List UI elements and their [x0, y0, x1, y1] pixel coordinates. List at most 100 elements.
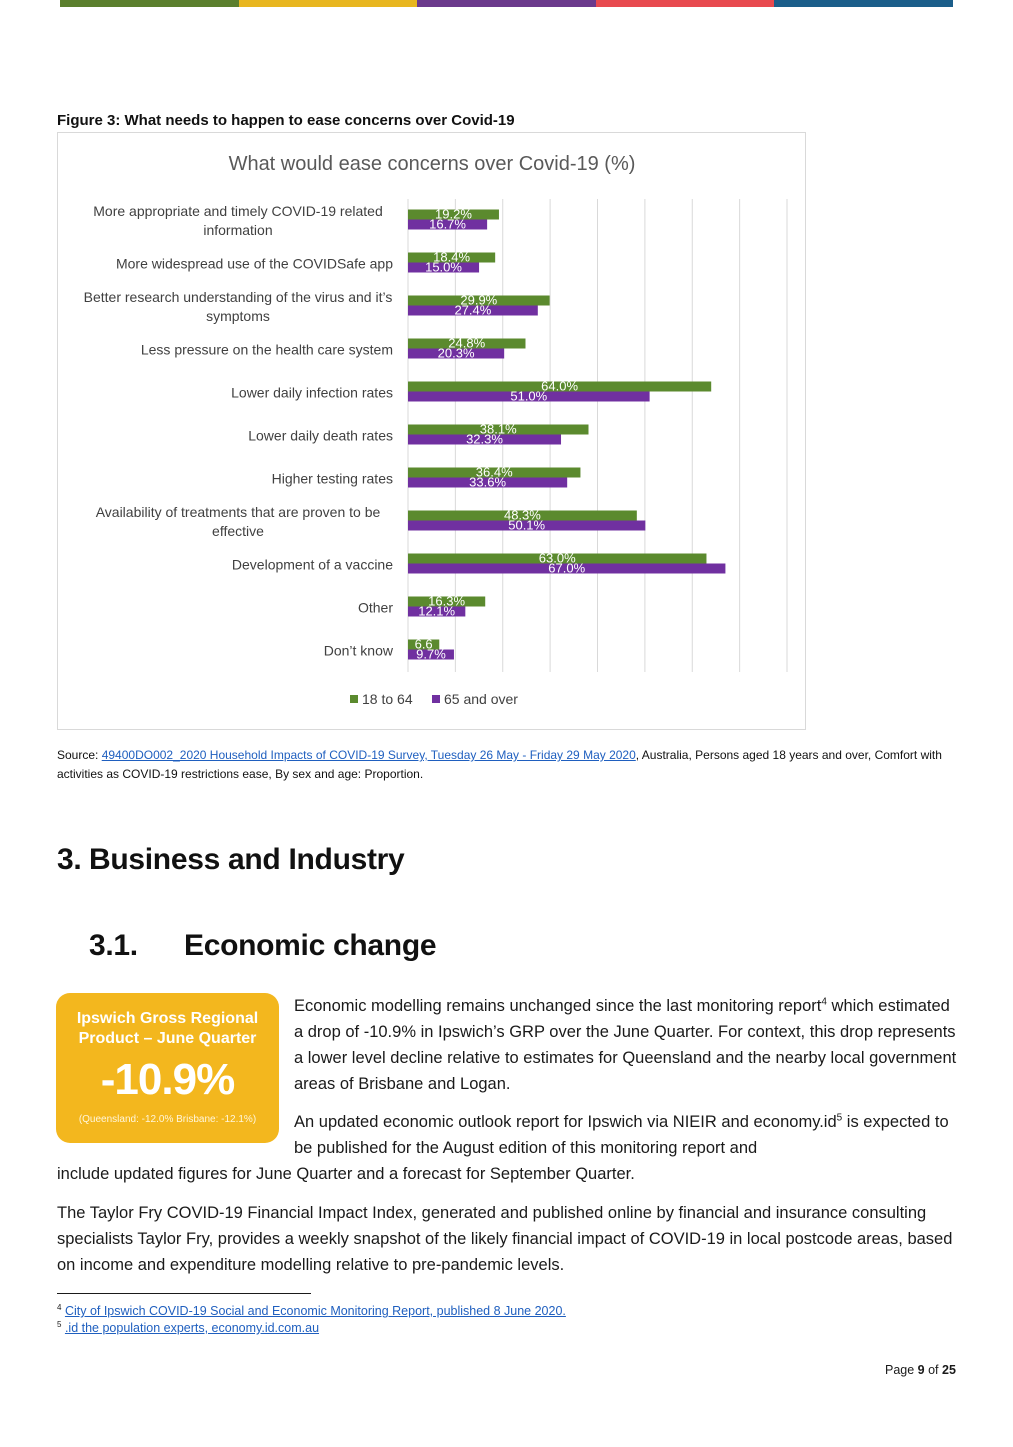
- bar: [408, 305, 538, 316]
- grp-highlight-box: Ipswich Gross Regional Product – June Qu…: [56, 993, 279, 1143]
- bar: [408, 381, 712, 392]
- footnote-ref-5[interactable]: 5: [836, 1112, 843, 1124]
- category-label: Higher testing rates: [272, 471, 393, 487]
- paragraph-economic-modelling: Economic modelling remains unchanged sin…: [294, 993, 962, 1097]
- bar: [408, 477, 568, 488]
- paragraph-taylor-fry: The Taylor Fry COVID-19 Financial Impact…: [57, 1204, 953, 1274]
- color-bar-segment-yellow: [238, 0, 418, 7]
- source-rest: , Australia, Persons aged 18 years and o…: [57, 748, 942, 781]
- bar-chart: What would ease concerns over Covid-19 (…: [57, 132, 806, 730]
- data-label: 33.6%: [469, 475, 506, 490]
- footnote-5-number: 5: [57, 1319, 62, 1329]
- subsection-title: Economic change: [184, 929, 437, 962]
- section-heading: 3. Business and Industry: [57, 843, 405, 877]
- bar: [408, 606, 466, 617]
- footnote-4: 4 City of Ipswich COVID-19 Social and Ec…: [57, 1302, 566, 1318]
- bar: [408, 520, 646, 531]
- data-label: 27.4%: [454, 303, 491, 318]
- legend-label: 65 and over: [444, 691, 518, 707]
- grp-box-title-line2: Product – June Quarter: [78, 1030, 257, 1047]
- figure-source: Source: 49400DO002_2020 Household Impact…: [57, 746, 957, 784]
- data-label: 20.3%: [438, 346, 475, 361]
- data-label: 38.1%: [480, 422, 517, 437]
- para1-text-b: which estimated a drop of -10.9% in Ipsw…: [294, 997, 957, 1093]
- category-label: Lower daily infection rates: [231, 385, 393, 401]
- data-label: 36.4%: [476, 465, 513, 480]
- grp-box-title-line1: Ipswich Gross Regional: [76, 1010, 259, 1027]
- source-link[interactable]: 49400DO002_2020 Household Impacts of COV…: [101, 748, 636, 762]
- category-label: Availability of treatments that are prov…: [96, 504, 381, 520]
- bar: [408, 252, 496, 263]
- bar: [408, 434, 562, 445]
- data-label: 15.0%: [425, 260, 462, 275]
- data-label: 64.0%: [541, 379, 578, 394]
- footnote-4-link[interactable]: City of Ipswich COVID-19 Social and Econ…: [64, 1304, 566, 1318]
- data-label: 18.4%: [433, 250, 470, 265]
- color-bar-segment-blue: [774, 0, 953, 7]
- bar: [408, 348, 505, 359]
- figure-caption: Figure 3: What needs to happen to ease c…: [57, 112, 515, 129]
- data-label: 6.6: [415, 637, 433, 652]
- category-label: Lower daily death rates: [248, 428, 393, 444]
- color-bar-segment-green: [60, 0, 239, 7]
- footnote-5-link[interactable]: .id the population experts, economy.id.c…: [64, 1321, 320, 1335]
- bar: [408, 467, 581, 478]
- data-label: 12.1%: [418, 604, 455, 619]
- data-label: 63.0%: [539, 551, 576, 566]
- bar: [408, 553, 707, 564]
- bar: [408, 391, 650, 402]
- bar: [408, 295, 550, 306]
- category-label: Better research understanding of the vir…: [84, 289, 393, 305]
- category-label: Less pressure on the health care system: [141, 342, 393, 358]
- category-label: information: [203, 222, 272, 238]
- legend-label: 18 to 64: [362, 691, 413, 707]
- bar: [408, 219, 488, 230]
- bar: [408, 596, 486, 607]
- category-label: effective: [212, 523, 264, 539]
- category-label: More widespread use of the COVIDSafe app: [116, 256, 393, 272]
- data-label: 32.3%: [466, 432, 503, 447]
- data-label: 24.8%: [448, 336, 485, 351]
- category-label: Other: [358, 600, 393, 616]
- bar: [408, 649, 454, 660]
- legend-swatch: [350, 695, 358, 703]
- paragraph-outlook-report-continued: include updated figures for June Quarter…: [57, 1165, 635, 1183]
- footnote-5: 5 .id the population experts, economy.id…: [57, 1319, 320, 1335]
- page-prefix: Page: [885, 1363, 918, 1377]
- color-bar-segment-red: [595, 0, 775, 7]
- chart-title: What would ease concerns over Covid-19 (…: [229, 153, 636, 175]
- para2-text-a: An updated economic outlook report for I…: [294, 1113, 837, 1131]
- section-number: 3.: [57, 843, 82, 876]
- subsection-heading: 3.1. Economic change: [89, 929, 437, 963]
- bar: [408, 639, 440, 650]
- grp-box-value: -10.9%: [100, 1055, 235, 1104]
- category-label: More appropriate and timely COVID-19 rel…: [93, 203, 382, 219]
- page-of: of: [924, 1363, 942, 1377]
- para1-text-a: Economic modelling remains unchanged sin…: [294, 997, 822, 1015]
- color-bar-segment-purple: [417, 0, 596, 7]
- page-total: 25: [942, 1363, 956, 1377]
- data-label: 16.3%: [428, 594, 465, 609]
- footnote-divider: [57, 1293, 311, 1294]
- bar: [408, 424, 589, 435]
- footnote-ref-4[interactable]: 4: [821, 996, 827, 1008]
- bar-chart-svg: What would ease concerns over Covid-19 (…: [84, 153, 788, 707]
- subsection-number: 3.1.: [89, 929, 138, 962]
- para2-text-b: is expected to be published for the Augu…: [294, 1113, 949, 1157]
- data-label: 16.7%: [429, 217, 466, 232]
- data-label: 67.0%: [548, 561, 585, 576]
- data-label: 19.2%: [435, 207, 472, 222]
- category-label: Don’t know: [324, 643, 394, 659]
- paragraph-outlook-report: An updated economic outlook report for I…: [294, 1109, 962, 1161]
- bar: [408, 563, 726, 574]
- section-title: Business and Industry: [89, 843, 405, 876]
- bar: [408, 510, 637, 521]
- data-label: 9.7%: [416, 647, 446, 662]
- data-label: 29.9%: [460, 293, 497, 308]
- footnote-4-number: 4: [57, 1302, 62, 1312]
- legend-swatch: [432, 695, 440, 703]
- grp-box-note: (Queensland: -12.0% Brisbane: -12.1%): [78, 1114, 257, 1125]
- data-label: 51.0%: [510, 389, 547, 404]
- category-label: Development of a vaccine: [232, 557, 393, 573]
- page-current: 9: [917, 1363, 925, 1377]
